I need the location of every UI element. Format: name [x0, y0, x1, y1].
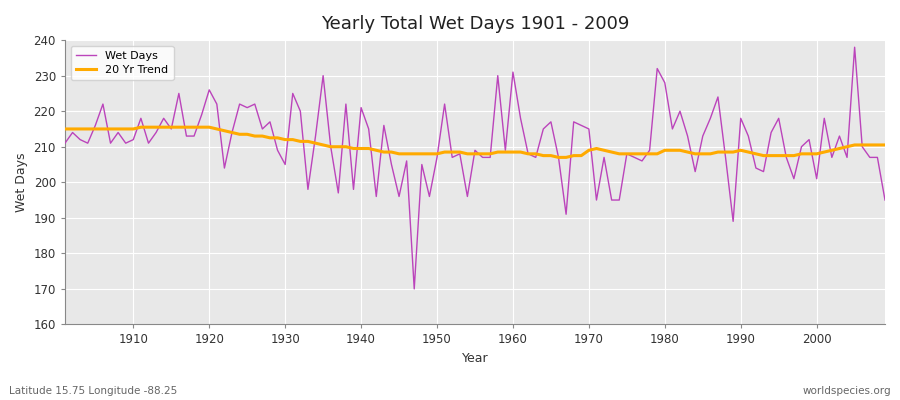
20 Yr Trend [515, 150, 526, 154]
20 Yr Trend [121, 126, 131, 131]
20 Yr Trend [614, 152, 625, 156]
20 Yr Trend [340, 144, 351, 149]
X-axis label: Year: Year [462, 352, 489, 365]
Wet Days [59, 141, 70, 146]
Wet Days [121, 141, 131, 146]
Wet Days [607, 198, 617, 202]
20 Yr Trend [879, 142, 890, 147]
20 Yr Trend [554, 155, 564, 160]
Text: Latitude 15.75 Longitude -88.25: Latitude 15.75 Longitude -88.25 [9, 386, 177, 396]
Line: Wet Days: Wet Days [65, 47, 885, 289]
Wet Days [508, 70, 518, 74]
20 Yr Trend [508, 150, 518, 154]
20 Yr Trend [136, 125, 147, 130]
Wet Days [409, 286, 419, 291]
Line: 20 Yr Trend: 20 Yr Trend [65, 127, 885, 157]
Legend: Wet Days, 20 Yr Trend: Wet Days, 20 Yr Trend [70, 46, 174, 80]
Wet Days [850, 45, 860, 50]
Wet Days [333, 190, 344, 195]
20 Yr Trend [59, 126, 70, 131]
Title: Yearly Total Wet Days 1901 - 2009: Yearly Total Wet Days 1901 - 2009 [320, 15, 629, 33]
20 Yr Trend [295, 139, 306, 144]
Y-axis label: Wet Days: Wet Days [15, 152, 28, 212]
Wet Days [515, 116, 526, 121]
Wet Days [879, 198, 890, 202]
Wet Days [287, 91, 298, 96]
Text: worldspecies.org: worldspecies.org [803, 386, 891, 396]
